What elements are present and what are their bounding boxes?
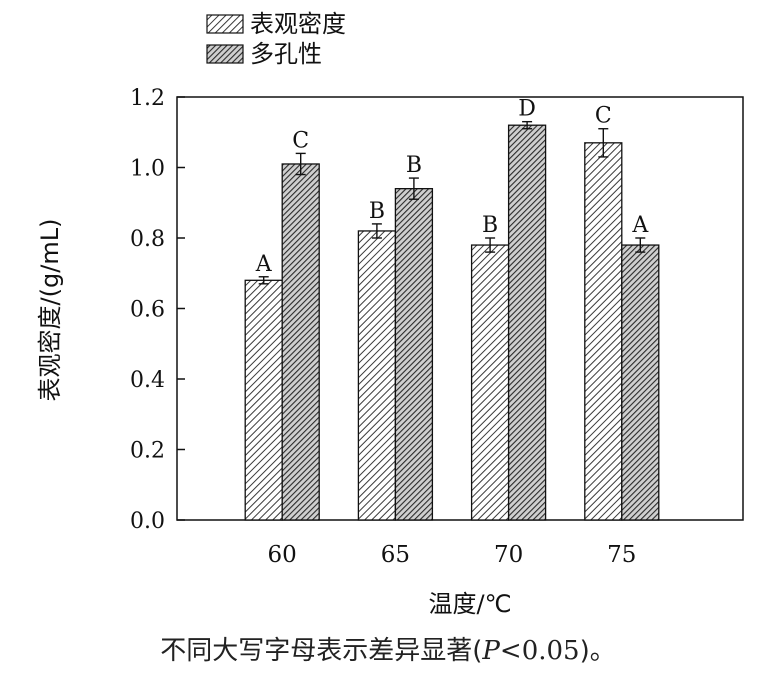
y-axis-label: 表观密度/(g/mL) bbox=[36, 219, 64, 402]
bar-apparent-density bbox=[584, 142, 623, 521]
x-tick-label: 65 bbox=[381, 542, 410, 568]
bar-apparent-density bbox=[357, 230, 397, 521]
significance-letter: C bbox=[292, 128, 309, 153]
significance-letter: D bbox=[518, 97, 536, 122]
caption-p-value: 0.05 bbox=[521, 636, 580, 666]
legend-swatch bbox=[206, 14, 244, 34]
significance-letter: B bbox=[482, 213, 498, 238]
caption-p-symbol: P bbox=[482, 636, 500, 666]
bar-apparent-density bbox=[244, 279, 283, 521]
bar-porosity bbox=[394, 187, 434, 521]
legend-label: 多孔性 bbox=[250, 40, 322, 68]
x-tick-label: 70 bbox=[494, 542, 523, 568]
y-tick-label: 0.0 bbox=[130, 509, 165, 534]
caption-prefix: 不同大写字母表示差异显著( bbox=[160, 636, 483, 666]
axis-labels: 温度/℃ 表观密度/(g/mL) bbox=[36, 219, 512, 618]
axes: 0.0 0.2 0.4 0.6 0.8 1.0 1.2 60 65 70 75 bbox=[130, 86, 744, 568]
y-tick-label: 1.2 bbox=[130, 86, 165, 111]
x-tick-label: 75 bbox=[607, 542, 636, 568]
bar-porosity bbox=[281, 163, 320, 521]
caption-end: )。 bbox=[579, 636, 616, 666]
significance-letter: A bbox=[631, 213, 649, 238]
significance-letter: B bbox=[406, 153, 422, 178]
y-tick-label: 0.4 bbox=[130, 368, 165, 393]
significance-letter: B bbox=[369, 199, 385, 224]
caption-lt: < bbox=[499, 636, 522, 666]
bar-porosity bbox=[507, 124, 547, 521]
y-tick-label: 0.8 bbox=[130, 227, 165, 252]
y-tick-label: 0.6 bbox=[130, 298, 165, 323]
x-axis-label: 温度/℃ bbox=[428, 590, 511, 618]
legend-swatch bbox=[206, 44, 244, 64]
y-tick-label: 0.2 bbox=[130, 439, 165, 464]
bar-porosity bbox=[621, 244, 660, 521]
bar-apparent-density bbox=[470, 244, 510, 521]
x-tick-label: 60 bbox=[268, 542, 297, 568]
chart-caption: 不同大写字母表示差异显著(P<0.05)。 bbox=[0, 630, 776, 667]
significance-letter: A bbox=[255, 252, 273, 277]
legend-label: 表观密度 bbox=[250, 10, 346, 38]
significance-letter: C bbox=[595, 104, 612, 129]
y-tick-label: 1.0 bbox=[130, 157, 165, 182]
